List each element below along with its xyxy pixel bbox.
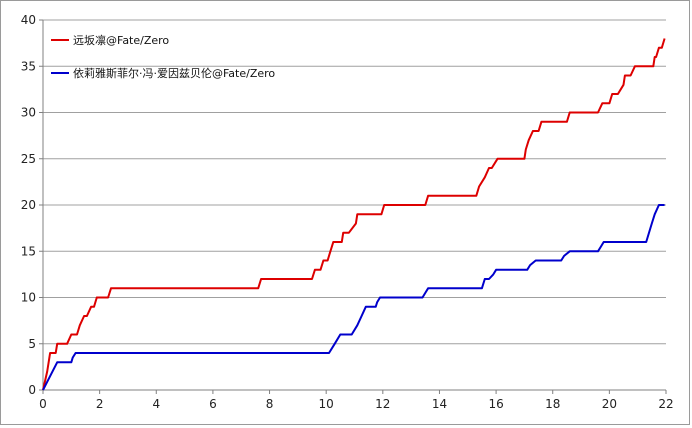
y-tick-label: 0: [28, 383, 36, 397]
x-tick-label: 12: [375, 397, 390, 411]
x-tick-label: 0: [39, 397, 47, 411]
x-tick-label: 8: [266, 397, 274, 411]
x-tick-label: 20: [602, 397, 617, 411]
x-tick-label: 6: [209, 397, 217, 411]
legend-label-series-2: 依莉雅斯菲尔·冯·爱因兹贝伦@Fate/Zero: [73, 66, 275, 80]
y-tick-label: 40: [21, 13, 36, 27]
x-tick-label: 4: [152, 397, 160, 411]
x-tick-labels: 0 2 4 6 8 10 12 14 16 18 20 22: [39, 397, 673, 411]
legend: 远坂凛@Fate/Zero 依莉雅斯菲尔·冯·爱因兹贝伦@Fate/Zero: [51, 33, 275, 80]
legend-label-series-1: 远坂凛@Fate/Zero: [73, 33, 169, 47]
series-line-2: [42, 204, 665, 391]
x-tick-label: 14: [432, 397, 447, 411]
series-lines: [42, 38, 666, 391]
y-tick-label: 35: [21, 59, 36, 73]
x-tick-label: 2: [96, 397, 104, 411]
y-tick-label: 5: [28, 337, 36, 351]
x-tick-label: 16: [488, 397, 503, 411]
y-tick-label: 20: [21, 198, 36, 212]
y-tick-label: 30: [21, 106, 36, 120]
x-tick-label: 22: [658, 397, 673, 411]
grid-lines: [43, 19, 666, 345]
series-line-1: [42, 38, 666, 391]
y-tick-label: 10: [21, 291, 36, 305]
x-tick-label: 18: [545, 397, 560, 411]
x-tick-label: 10: [319, 397, 334, 411]
y-tick-label: 25: [21, 152, 36, 166]
y-tick-label: 15: [21, 244, 36, 258]
axes: [39, 19, 667, 394]
y-tick-labels: 0 5 10 15 20 25 30 35 40: [21, 13, 36, 397]
